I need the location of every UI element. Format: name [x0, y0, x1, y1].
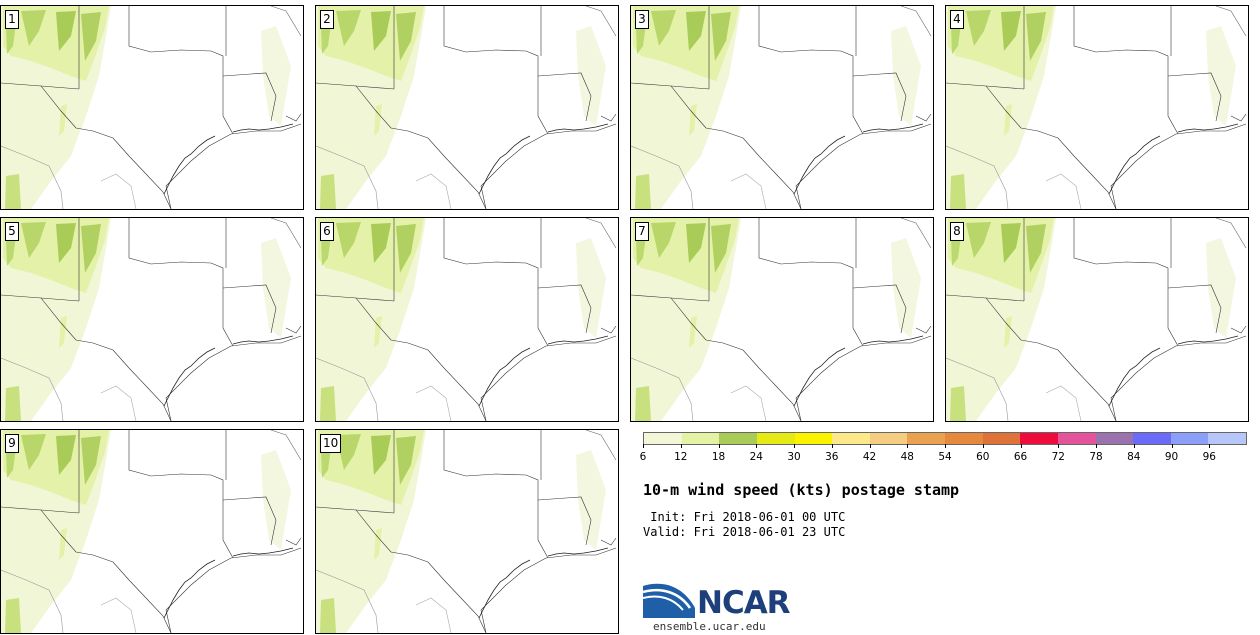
colorbar-tick-label: 72	[1051, 451, 1065, 463]
colorbar-tick	[831, 444, 833, 448]
colorbar-swatch	[756, 433, 795, 444]
texas-map	[631, 218, 933, 421]
colorbar-tick	[907, 444, 909, 448]
texas-map	[946, 6, 1248, 209]
colorbar-swatch	[719, 433, 757, 444]
colorbar-tick	[1020, 444, 1022, 448]
colorbar-tick	[1096, 444, 1097, 448]
plot-title: 10-m wind speed (kts) postage stamp	[643, 481, 960, 499]
map-panel-3: 3	[630, 5, 934, 210]
colorbar-swatch	[644, 433, 682, 444]
colorbar-tick-label: 24	[749, 451, 763, 463]
init-time: Init: Fri 2018-06-01 00 UTC	[643, 510, 846, 524]
panel-number-label: 5	[5, 222, 19, 241]
colorbar-tick-label: 96	[1202, 451, 1216, 463]
panel-number-label: 10	[320, 434, 342, 453]
texas-map	[631, 6, 933, 209]
colorbar-tick-label: 84	[1127, 451, 1141, 463]
colorbar-swatch	[832, 433, 870, 444]
valid-time: Valid: Fri 2018-06-01 23 UTC	[643, 525, 846, 539]
panel-number-label: 2	[320, 10, 334, 29]
colorbar-tick-label: 30	[787, 451, 801, 463]
colorbar-swatch	[1170, 433, 1209, 444]
panel-number-label: 7	[635, 222, 649, 241]
site-url[interactable]: ensemble.ucar.edu	[653, 620, 766, 633]
map-panel-6: 6	[315, 217, 619, 422]
colorbar-swatch	[907, 433, 945, 444]
colorbar-tick-label: 66	[1013, 451, 1028, 463]
panel-number-label: 4	[950, 10, 964, 29]
colorbar-tick	[1058, 444, 1060, 448]
panel-number-label: 9	[5, 434, 19, 453]
colorbar-tick-label: 12	[674, 451, 688, 463]
colorbar-swatch	[1057, 433, 1096, 444]
map-panel-7: 7	[630, 217, 934, 422]
ncar-logo-icon	[643, 583, 695, 618]
ncar-logo-text: NCAR	[697, 585, 791, 621]
texas-map	[316, 430, 618, 633]
map-panel-1: 1	[0, 5, 304, 210]
colorbar-swatch	[1208, 433, 1246, 444]
colorbar-swatch	[1133, 433, 1171, 444]
map-panel-8: 8	[945, 217, 1249, 422]
colorbar-tick-label: 48	[900, 451, 914, 463]
colorbar-tick	[794, 444, 795, 448]
colorbar-swatch	[794, 433, 833, 444]
colorbar-swatch	[681, 433, 720, 444]
colorbar-tick-label: 60	[976, 451, 990, 463]
colorbar-swatch	[1020, 433, 1058, 444]
texas-map	[1, 430, 303, 633]
map-panel-5: 5	[0, 217, 304, 422]
colorbar-tick	[869, 444, 871, 448]
map-panel-9: 9	[0, 429, 304, 634]
texas-map	[316, 218, 618, 421]
colorbar-tick-label: 78	[1089, 451, 1103, 463]
colorbar-tick-label: 54	[938, 451, 952, 463]
colorbar-tick	[718, 444, 720, 448]
colorbar-swatch	[1095, 433, 1134, 444]
colorbar-tick-label: 18	[711, 451, 726, 463]
panel-number-label: 3	[635, 10, 649, 29]
colorbar-tick-label: 42	[862, 451, 877, 463]
texas-map	[1, 218, 303, 421]
texas-map	[946, 218, 1248, 421]
colorbar-tick	[982, 444, 984, 448]
panel-number-label: 8	[950, 222, 964, 241]
colorbar-tick	[1171, 444, 1173, 448]
colorbar-swatch	[945, 433, 983, 444]
map-panel-2: 2	[315, 5, 619, 210]
colorbar-tick	[945, 444, 946, 448]
colorbar-swatch	[869, 433, 908, 444]
colorbar-tick	[1209, 444, 1211, 448]
colorbar-tick	[680, 444, 682, 448]
colorbar-tick-label: 6	[639, 451, 647, 463]
texas-map	[1, 6, 303, 209]
colorbar-tick	[643, 444, 644, 448]
colorbar-tick-label: 90	[1164, 451, 1179, 463]
colorbar-tick	[756, 444, 758, 448]
map-panel-10: 10	[315, 429, 619, 634]
colorbar-swatch	[982, 433, 1021, 444]
colorbar-tick	[1133, 444, 1135, 448]
colorbar-tick-label: 36	[825, 451, 839, 463]
map-panel-4: 4	[945, 5, 1249, 210]
panel-number-label: 6	[320, 222, 334, 241]
texas-map	[316, 6, 618, 209]
colorbar-ticks: 6 12 18 24 30 36 42 48 54 60 66 72 78 84 90 96	[639, 444, 1247, 464]
panel-number-label: 1	[5, 10, 19, 29]
